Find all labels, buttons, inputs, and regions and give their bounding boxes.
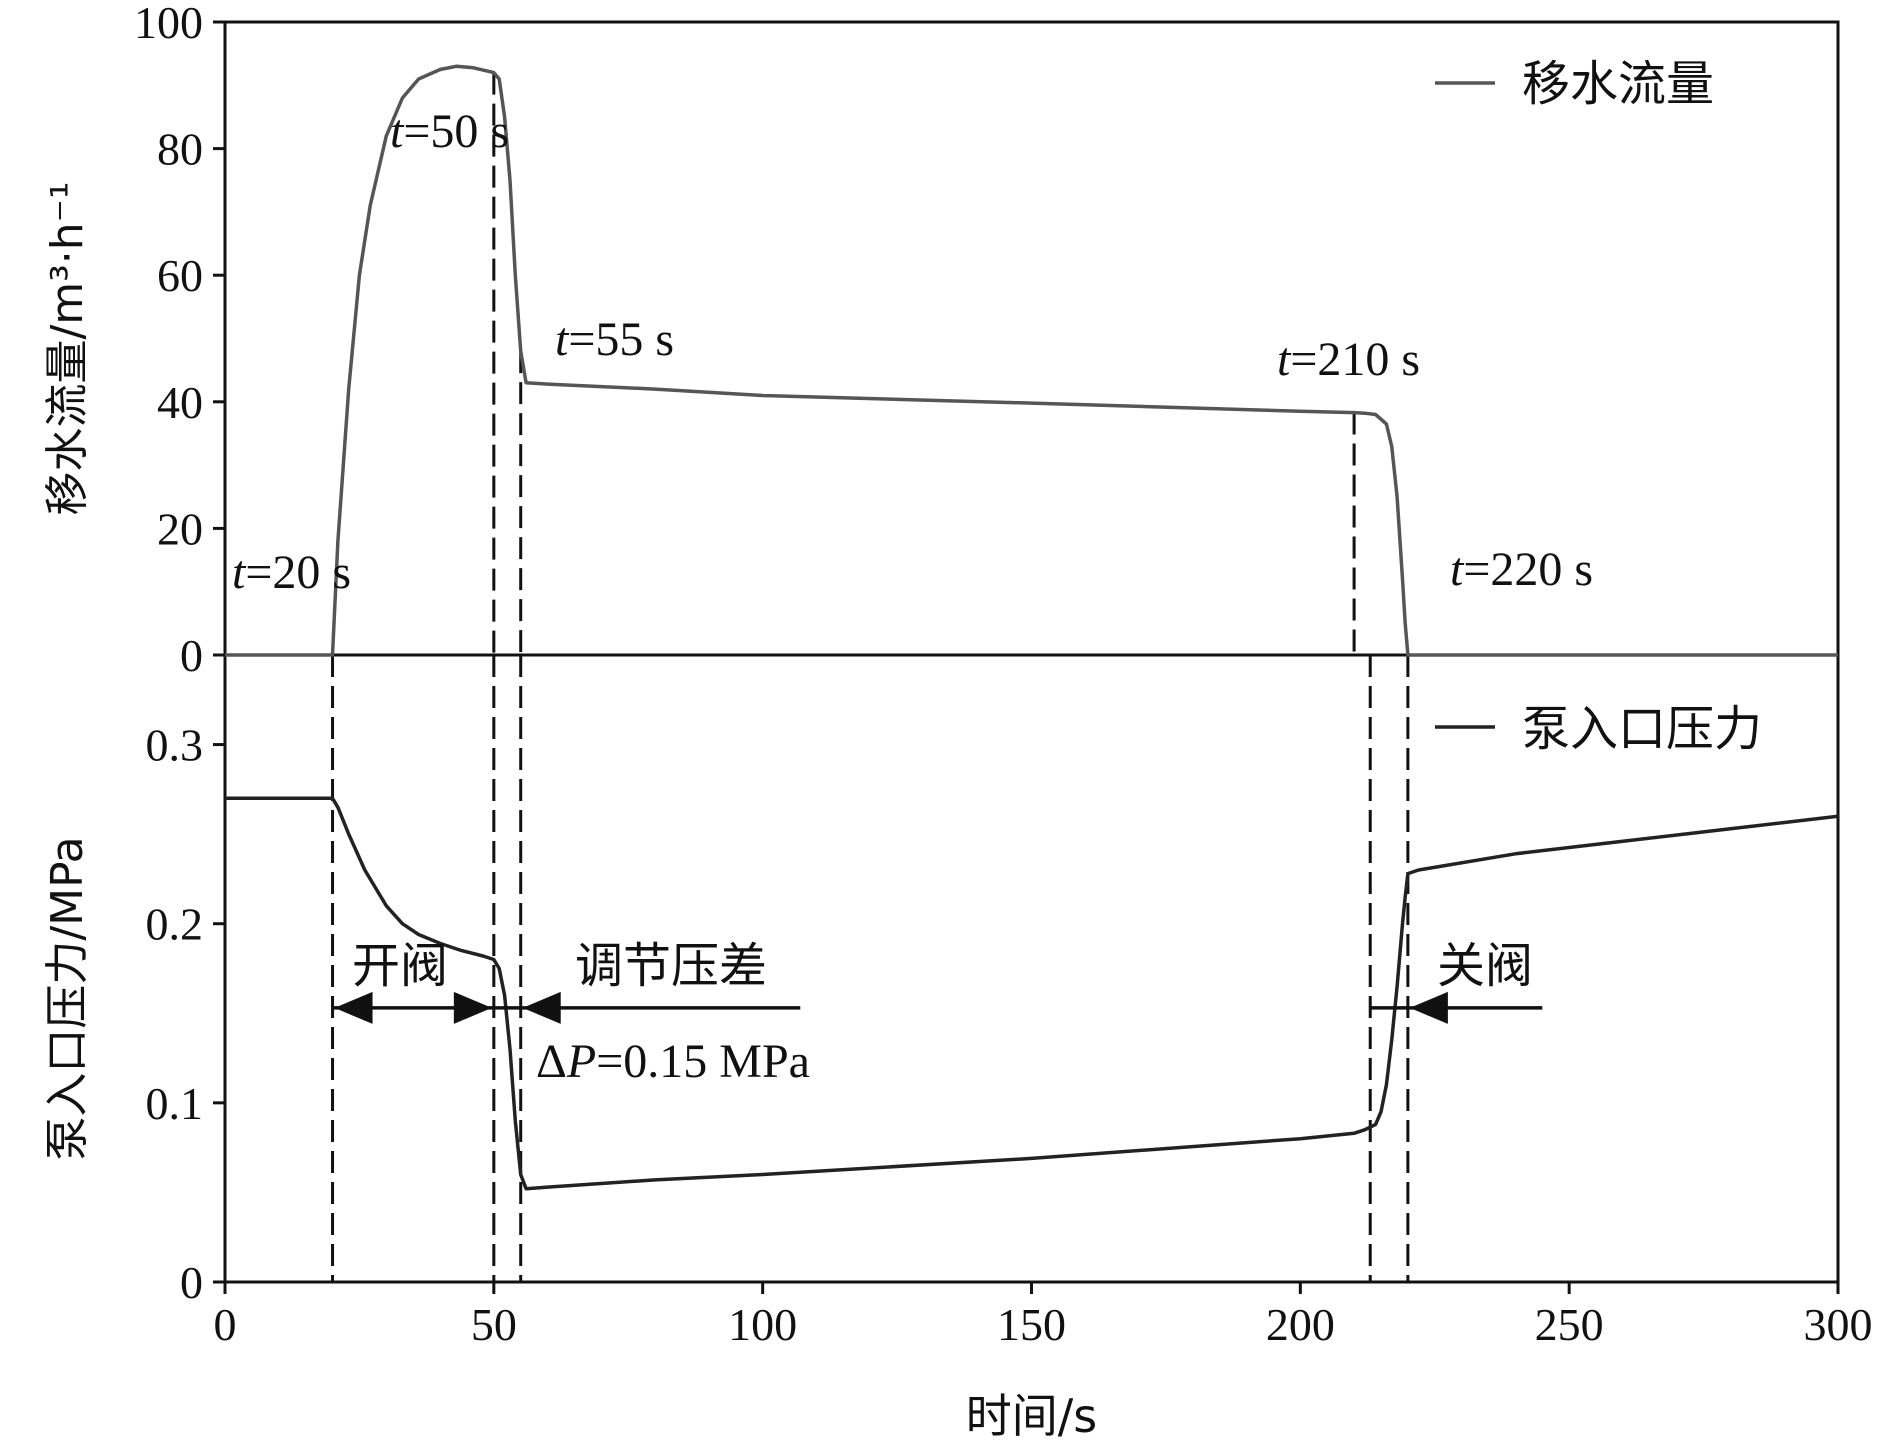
- xtick-label: 0: [214, 1299, 237, 1350]
- xtick-label: 300: [1804, 1299, 1873, 1350]
- time-annotation: t=50 s: [390, 105, 509, 158]
- delta-p-label: ΔP=0.15 MPa: [536, 1035, 810, 1088]
- open-valve-arrow-head-right: [453, 991, 492, 1024]
- time-annotation: t=20 s: [232, 546, 351, 599]
- xtick-label: 200: [1266, 1299, 1335, 1350]
- xtick-label: 50: [471, 1299, 517, 1350]
- top-ytick-label: 60: [157, 250, 203, 301]
- bottom-ytick-label: 0.1: [146, 1078, 204, 1129]
- open-valve-label: 开阀: [352, 938, 448, 994]
- bottom-ytick-label: 0.3: [146, 720, 204, 771]
- top-ytick-label: 40: [157, 377, 203, 428]
- xtick-label: 250: [1535, 1299, 1604, 1350]
- top-legend-label: 移水流量: [1522, 56, 1714, 112]
- top-ytick-label: 100: [134, 0, 203, 48]
- close-valve-label: 关阀: [1437, 938, 1533, 994]
- time-annotation: t=55 s: [555, 313, 674, 366]
- bottom-ytick-label: 0: [180, 1257, 203, 1308]
- bottom-y-axis-title: 泵入口压力/MPa: [42, 836, 93, 1160]
- flow-series-line: [225, 64, 1838, 657]
- xtick-label: 150: [997, 1299, 1066, 1350]
- xtick-label: 100: [728, 1299, 797, 1350]
- time-annotation: t=220 s: [1450, 543, 1593, 596]
- time-annotation: t=210 s: [1277, 333, 1420, 386]
- x-axis-title: 时间/s: [966, 1389, 1097, 1443]
- pressure-series-line: [225, 796, 1839, 1191]
- bottom-legend-label: 泵入口压力: [1522, 701, 1762, 757]
- regulate-arrow-head: [522, 991, 561, 1024]
- bottom-ytick-label: 0.2: [146, 899, 204, 950]
- top-ytick-label: 0: [180, 630, 203, 681]
- close-valve-arrow-head: [1409, 991, 1448, 1024]
- top-ytick-label: 20: [157, 503, 203, 554]
- top-ytick-label: 80: [157, 124, 203, 175]
- regulate-label: 调节压差: [575, 938, 767, 994]
- open-valve-arrow-head-left: [334, 991, 373, 1024]
- top-y-axis-title: 移水流量/m³·h⁻¹: [42, 181, 93, 515]
